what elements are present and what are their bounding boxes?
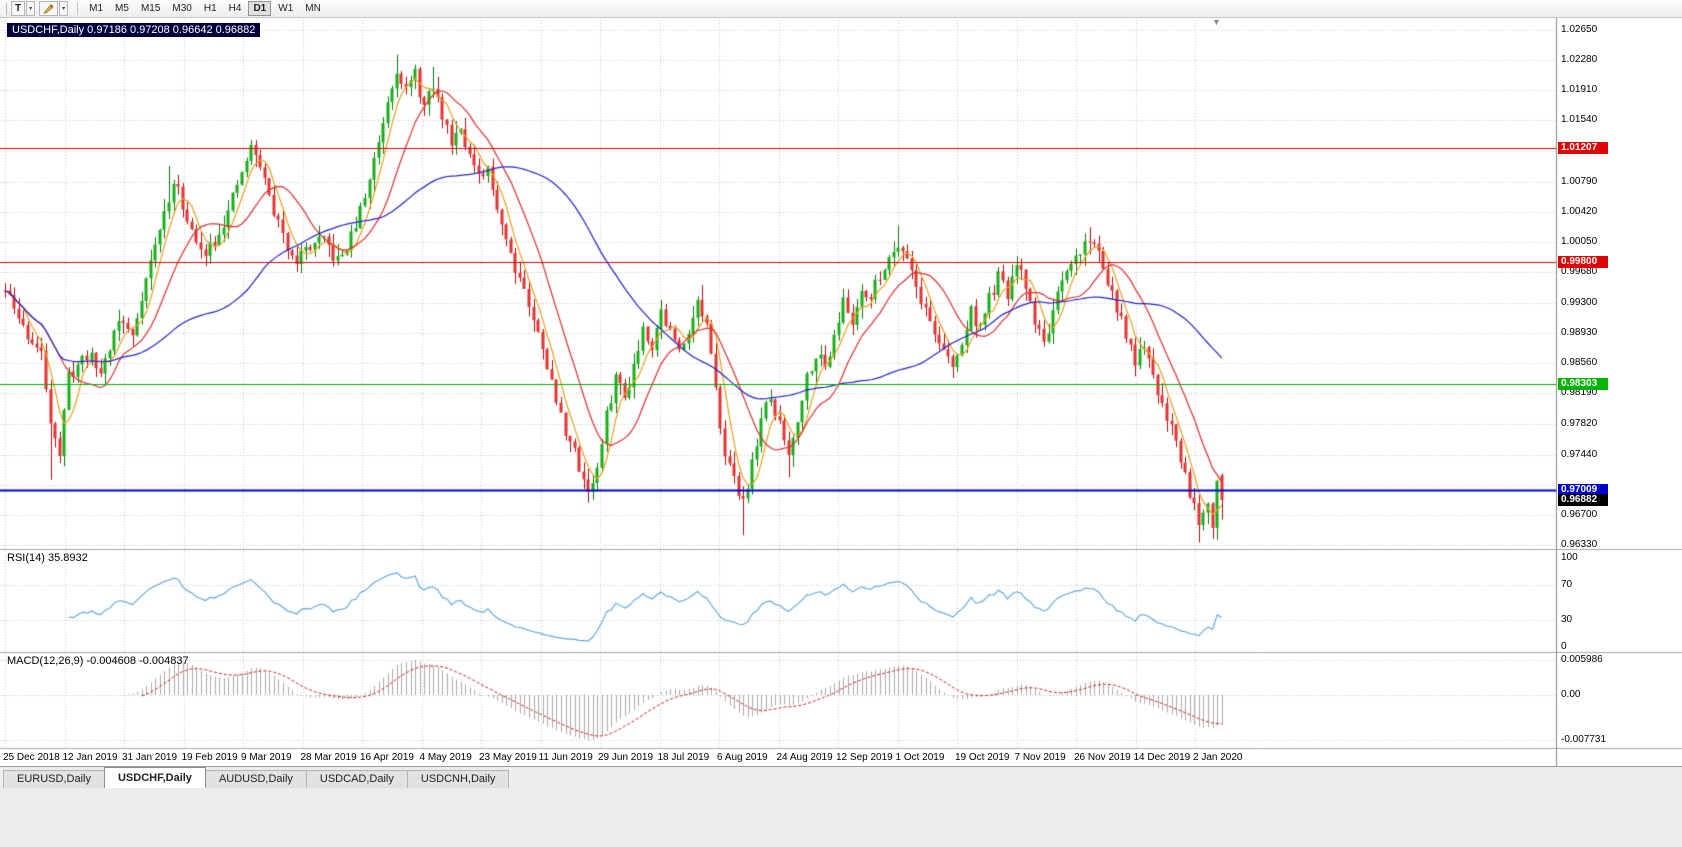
toolbar-grip[interactable]	[4, 2, 7, 15]
price-chart-canvas[interactable]	[0, 18, 1682, 766]
price-tick-label: 1.00790	[1561, 175, 1598, 187]
date-axis-label: 4 May 2019	[419, 752, 472, 763]
rsi-axis-label: 0	[1561, 641, 1567, 652]
window-background	[0, 788, 1682, 847]
rsi-axis-label: 30	[1561, 614, 1573, 626]
timeframe-button-m1[interactable]: M1	[89, 3, 104, 14]
chart-tab-usdchf[interactable]: USDCHF,Daily	[103, 767, 206, 788]
price-tick-label: 0.96330	[1561, 539, 1598, 550]
timeframe-button-m30[interactable]: M30	[172, 3, 192, 14]
macd-axis-label: 0.005986	[1561, 654, 1603, 665]
text-tool-dropdown[interactable]: ▾	[26, 1, 36, 16]
chart-shift-marker-icon[interactable]: ▼	[1212, 17, 1221, 27]
price-level-badge: 0.99800	[1558, 256, 1608, 269]
date-axis-label: 12 Sep 2019	[836, 752, 893, 763]
price-tick-label: 0.99300	[1561, 296, 1598, 308]
date-axis-label: 24 Aug 2019	[776, 752, 833, 763]
text-tool-icon: T	[15, 3, 22, 14]
timeframe-button-w1[interactable]: W1	[278, 3, 294, 14]
timeframe-button-h4[interactable]: H4	[228, 3, 242, 14]
price-level-badge: 1.01207	[1558, 141, 1608, 154]
timeframe-button-mn[interactable]: MN	[305, 3, 321, 14]
price-level-badge: 0.97009	[1558, 483, 1608, 496]
price-tick-label: 0.96700	[1561, 508, 1598, 520]
date-axis-label: 19 Oct 2019	[955, 752, 1010, 763]
toolbar: T ▾ ▾ M1 M5 M15 M30 H1 H4 D1 W1 MN	[0, 0, 1682, 18]
macd-axis-label: -0.007731	[1561, 734, 1607, 745]
timeframe-button-m15[interactable]: M15	[140, 3, 161, 14]
date-axis-label: 14 Dec 2019	[1133, 752, 1191, 763]
rsi-axis-label: 70	[1561, 578, 1573, 590]
price-tick-label: 1.02280	[1561, 54, 1598, 66]
chart-area[interactable]: USDCHF,Daily 0.97186 0.97208 0.96642 0.9…	[0, 17, 1682, 766]
date-axis-label: 23 May 2019	[479, 752, 537, 763]
price-tick-label: 1.02650	[1561, 24, 1598, 35]
date-axis-label: 12 Jan 2019	[62, 752, 118, 763]
date-axis-label: 6 Aug 2019	[717, 752, 768, 763]
chart-tab-audusd[interactable]: AUDUSD,Daily	[204, 770, 307, 788]
price-tick-label: 0.97820	[1561, 417, 1598, 429]
rsi-axis-label: 100	[1561, 552, 1578, 563]
date-axis-label: 7 Nov 2019	[1014, 752, 1066, 763]
date-axis-label: 2 Jan 2020	[1193, 752, 1243, 763]
timeframe-button-m5[interactable]: M5	[115, 3, 129, 14]
date-axis-label: 9 Mar 2019	[241, 752, 292, 763]
macd-indicator-label: MACD(12,26,9) -0.004608 -0.004837	[7, 655, 189, 667]
date-axis-label: 18 Jul 2019	[657, 752, 710, 763]
date-axis-label: 16 Apr 2019	[360, 752, 414, 763]
price-tick-label: 0.98190	[1561, 387, 1598, 399]
date-axis-label: 25 Dec 2018	[3, 752, 60, 763]
timeframe-button-h1[interactable]: H1	[203, 3, 217, 14]
chart-tab-bar: EURUSD,Daily USDCHF,Daily AUDUSD,Daily U…	[0, 766, 1682, 788]
macd-axis-label: 0.00	[1561, 688, 1581, 700]
price-tick-label: 0.99680	[1561, 266, 1598, 278]
price-level-badge: 0.98303	[1558, 378, 1608, 391]
price-tick-label: 1.01540	[1561, 114, 1598, 126]
chevron-down-icon: ▾	[29, 6, 33, 12]
timeframe-button-d1[interactable]: D1	[248, 1, 272, 16]
date-axis-label: 19 Feb 2019	[181, 752, 238, 763]
chevron-down-icon: ▾	[62, 6, 66, 12]
price-tick-label: 0.97440	[1561, 448, 1598, 460]
price-tick-label: 0.98560	[1561, 357, 1598, 369]
rsi-indicator-label: RSI(14) 35.8932	[7, 552, 88, 564]
current-price-badge: 0.96882	[1558, 494, 1608, 507]
date-axis-label: 1 Oct 2019	[895, 752, 945, 763]
chart-ohlc-label: USDCHF,Daily 0.97186 0.97208 0.96642 0.9…	[7, 23, 261, 37]
toolbar-separator	[77, 2, 79, 15]
price-tick-label: 0.98930	[1561, 327, 1598, 339]
date-axis-label: 29 Jun 2019	[598, 752, 654, 763]
price-tick-label: 1.01910	[1561, 84, 1598, 96]
crayon-icon	[43, 3, 54, 14]
text-tool-button[interactable]: T	[11, 1, 26, 16]
date-axis-label: 11 Jun 2019	[538, 752, 593, 763]
price-tick-label: 1.00420	[1561, 205, 1598, 217]
date-axis-label: 26 Nov 2019	[1074, 752, 1131, 763]
chart-tab-usdcnh[interactable]: USDCNH,Daily	[406, 770, 510, 788]
chart-tab-usdcad[interactable]: USDCAD,Daily	[305, 770, 408, 788]
drawing-tool-button[interactable]	[39, 1, 59, 16]
chart-tab-eurusd[interactable]: EURUSD,Daily	[3, 770, 105, 788]
drawing-tool-dropdown[interactable]: ▾	[59, 1, 69, 16]
price-tick-label: 1.00050	[1561, 235, 1598, 247]
date-axis-label: 31 Jan 2019	[122, 752, 178, 763]
date-axis-label: 28 Mar 2019	[300, 752, 357, 763]
